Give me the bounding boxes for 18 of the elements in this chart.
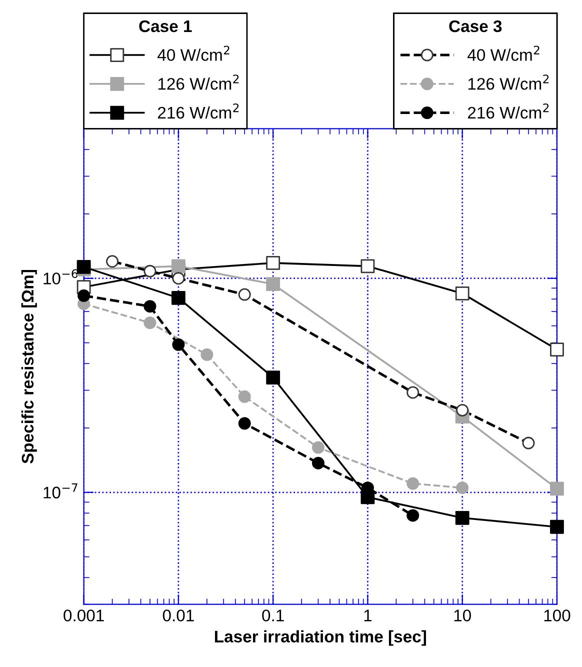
x-tick-label: 10	[454, 610, 471, 622]
legend-label: 216 W/cm$^{2}$	[158, 103, 239, 119]
legend-label: 126 W/cm$^{2}$	[158, 74, 239, 90]
legend-label: 126 W/cm$^{2}$	[468, 74, 549, 90]
y-tick-label: 10$^{−6}$	[44, 269, 78, 284]
text: Case 1	[139, 20, 192, 32]
y-tick-label: 10$^{−7}$	[44, 483, 78, 498]
x-tick-label: 0.01	[162, 610, 194, 622]
x-tick-label: 0.1	[262, 610, 284, 622]
legend-label: 40 W/cm$^{2}$	[468, 46, 540, 61]
x-tick-label: 1	[364, 610, 372, 622]
x-tick-label: 0.001	[64, 610, 104, 622]
x-axis-title: Laser irradiation time [sec]	[214, 630, 426, 646]
legend-label: 40 W/cm$^{2}$	[158, 46, 230, 61]
y-axis-title: Specific resistance [Ωm]	[21, 270, 37, 464]
text: Case 3	[449, 20, 502, 32]
x-tick-label: 100	[544, 610, 570, 622]
legend-label: 216 W/cm$^{2}$	[468, 103, 549, 119]
